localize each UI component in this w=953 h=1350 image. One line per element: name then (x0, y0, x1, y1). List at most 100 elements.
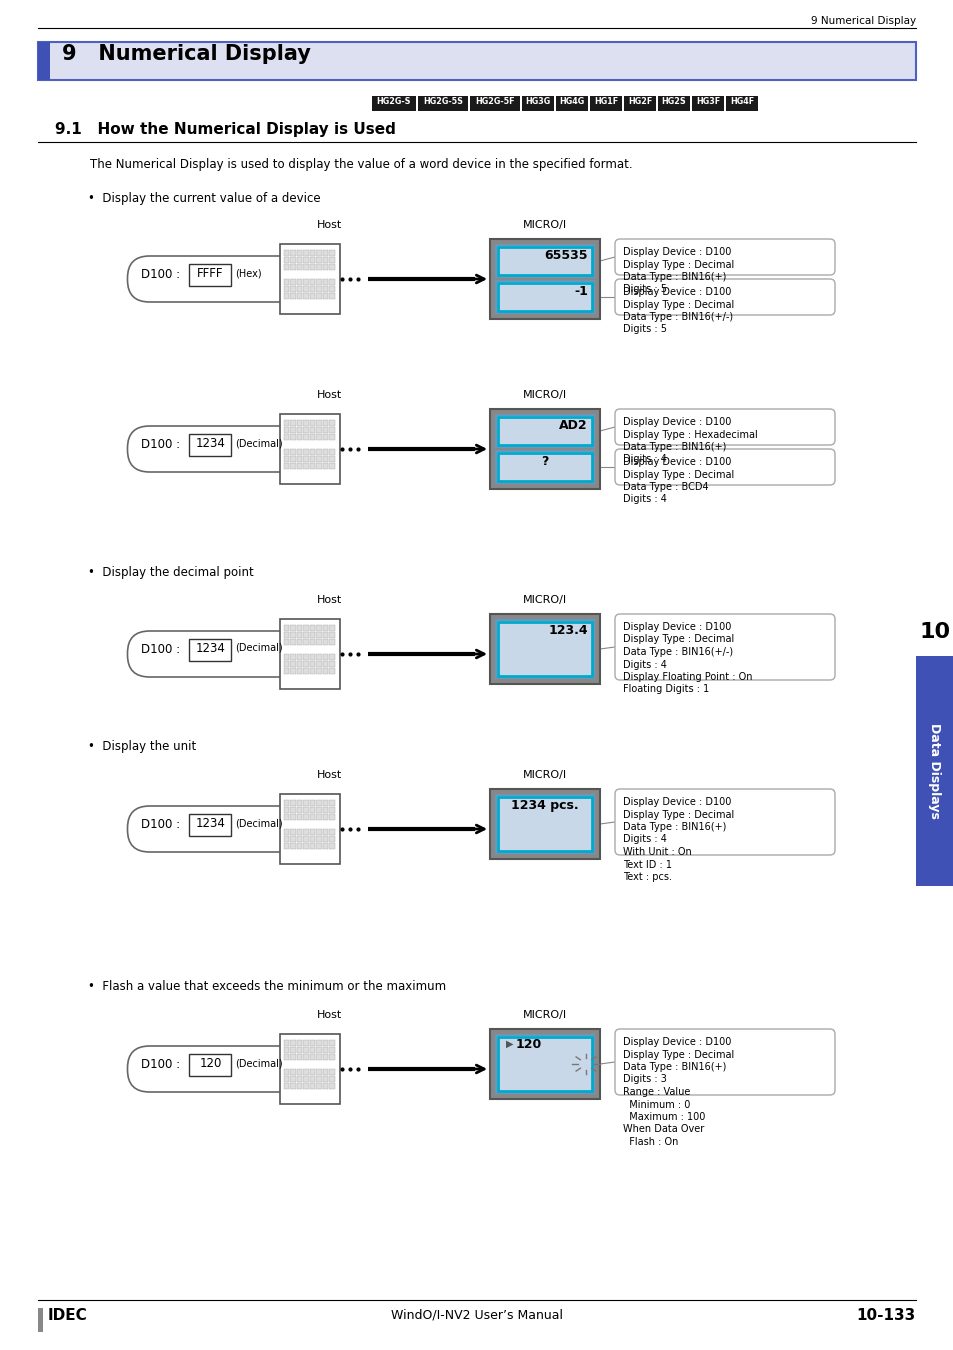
Bar (316, 814, 322, 819)
Text: Host: Host (317, 769, 342, 780)
Text: HG3G: HG3G (525, 97, 550, 107)
Bar (316, 265, 322, 270)
Text: Data Type : BIN16(+): Data Type : BIN16(+) (622, 441, 725, 452)
Bar (296, 632, 302, 639)
Text: •  Display the unit: • Display the unit (88, 740, 196, 753)
Bar (296, 653, 302, 660)
Text: 123.4: 123.4 (548, 624, 587, 637)
Text: Data Displays: Data Displays (927, 724, 941, 819)
Text: HG2F: HG2F (627, 97, 652, 107)
Bar (280, 1034, 339, 1104)
Bar (303, 632, 309, 639)
Bar (497, 417, 592, 446)
FancyBboxPatch shape (128, 427, 302, 472)
Text: D100 :: D100 : (141, 269, 180, 281)
Text: Data Type : BIN16(+): Data Type : BIN16(+) (622, 822, 725, 832)
Bar (310, 632, 315, 639)
Bar (323, 625, 328, 630)
Bar (329, 456, 335, 462)
Bar (323, 801, 328, 806)
Bar (190, 814, 232, 836)
Bar (296, 668, 302, 674)
Bar (329, 1048, 335, 1053)
Text: Digits : 5: Digits : 5 (622, 324, 666, 335)
Text: D100 :: D100 : (141, 1058, 180, 1071)
Bar (296, 801, 302, 806)
Bar (323, 842, 328, 849)
Bar (291, 427, 295, 433)
Bar (291, 1048, 295, 1053)
Text: Host: Host (317, 595, 342, 605)
Text: 9   Numerical Display: 9 Numerical Display (62, 45, 311, 63)
Bar (284, 256, 289, 263)
Text: Host: Host (317, 220, 342, 230)
Bar (496, 795, 594, 853)
Bar (323, 829, 328, 836)
Bar (284, 662, 289, 667)
Text: Display Device : D100: Display Device : D100 (622, 288, 731, 297)
Bar (316, 256, 322, 263)
Bar (490, 1029, 599, 1099)
Bar (38, 42, 915, 80)
Bar (303, 427, 309, 433)
Bar (303, 842, 309, 849)
Bar (329, 801, 335, 806)
Bar (296, 286, 302, 292)
Bar (291, 807, 295, 813)
Bar (323, 1054, 328, 1060)
Bar (316, 625, 322, 630)
Bar (310, 1048, 315, 1053)
Bar (310, 807, 315, 813)
Text: Floating Digits : 1: Floating Digits : 1 (622, 684, 708, 694)
Bar (329, 814, 335, 819)
Text: With Unit : On: With Unit : On (622, 846, 691, 857)
Text: FFFF: FFFF (197, 267, 224, 279)
Text: HG2S: HG2S (661, 97, 685, 107)
Text: Digits : 4: Digits : 4 (622, 494, 666, 505)
Bar (303, 653, 309, 660)
Bar (323, 265, 328, 270)
Bar (296, 836, 302, 842)
Bar (372, 96, 416, 111)
Bar (329, 632, 335, 639)
Text: (Decimal): (Decimal) (235, 643, 283, 653)
Text: Flash : On: Flash : On (622, 1137, 678, 1148)
Text: 120: 120 (516, 1038, 541, 1052)
Bar (329, 450, 335, 455)
Text: MICRO/I: MICRO/I (522, 1010, 566, 1021)
Bar (323, 1040, 328, 1046)
Bar (291, 450, 295, 455)
Bar (296, 456, 302, 462)
Bar (296, 265, 302, 270)
Bar (291, 1040, 295, 1046)
Bar (316, 1054, 322, 1060)
Bar (296, 463, 302, 468)
Bar (284, 427, 289, 433)
FancyBboxPatch shape (615, 1029, 834, 1095)
Bar (323, 807, 328, 813)
Bar (291, 625, 295, 630)
Bar (190, 265, 232, 286)
Text: Data Type : BIN16(+/-): Data Type : BIN16(+/-) (622, 312, 732, 323)
Bar (280, 244, 339, 315)
Text: Range : Value: Range : Value (622, 1087, 690, 1098)
Bar (316, 836, 322, 842)
FancyBboxPatch shape (615, 614, 834, 680)
Bar (323, 420, 328, 427)
Bar (303, 286, 309, 292)
Bar (284, 265, 289, 270)
Bar (291, 1076, 295, 1081)
Bar (316, 1069, 322, 1075)
Text: Display Type : Hexadecimal: Display Type : Hexadecimal (622, 429, 757, 440)
Bar (284, 293, 289, 298)
Bar (310, 279, 315, 285)
Bar (284, 1040, 289, 1046)
Text: Display Type : Decimal: Display Type : Decimal (622, 810, 734, 819)
Bar (284, 463, 289, 468)
Bar (316, 463, 322, 468)
Bar (291, 293, 295, 298)
Bar (497, 1037, 592, 1091)
Bar (296, 1076, 302, 1081)
Bar (323, 279, 328, 285)
Text: HG2G-5S: HG2G-5S (422, 97, 462, 107)
